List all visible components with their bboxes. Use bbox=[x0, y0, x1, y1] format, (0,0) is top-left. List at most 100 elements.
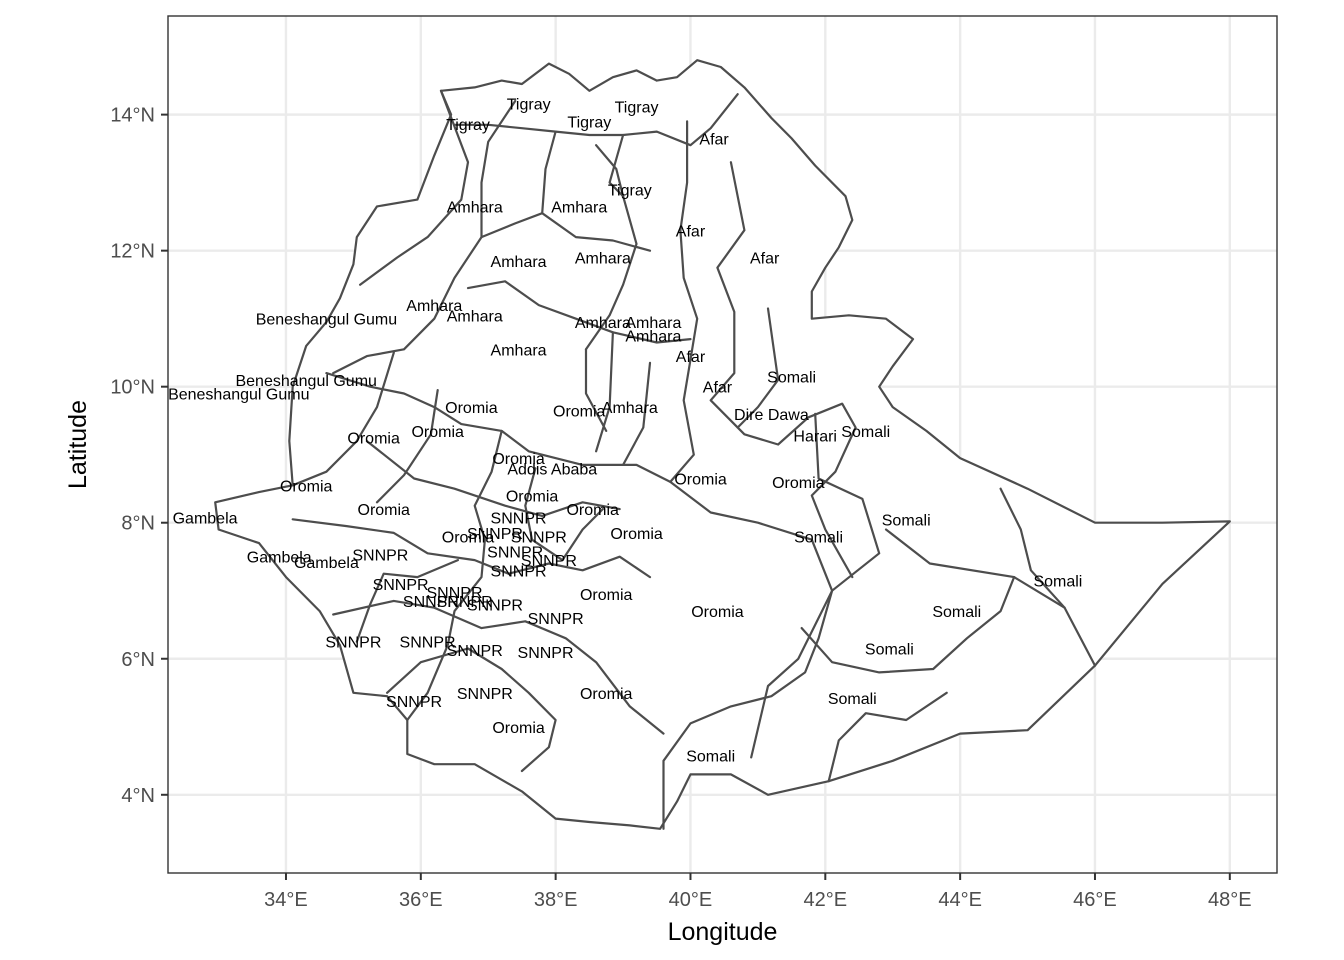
region-label: Somali bbox=[882, 512, 931, 529]
region-boundary bbox=[365, 440, 621, 517]
region-boundary bbox=[584, 144, 638, 351]
region-label: Amhara bbox=[447, 199, 503, 216]
region-boundary bbox=[386, 647, 557, 773]
region-label: Amhara bbox=[447, 308, 503, 325]
region-label: Oromia bbox=[358, 502, 411, 519]
region-boundary bbox=[800, 576, 1016, 674]
region-label: Oromia bbox=[442, 529, 495, 546]
region-label: Gambela bbox=[294, 555, 359, 572]
region-label: Beneshangul Gumu bbox=[235, 373, 376, 390]
region-label: Gambela bbox=[247, 550, 312, 567]
y-axis-title: Latitude bbox=[64, 400, 92, 489]
panel-border bbox=[167, 15, 1278, 874]
region-label: Oromia bbox=[553, 403, 606, 420]
region-boundary bbox=[595, 331, 614, 453]
region-label: Oromia bbox=[580, 587, 633, 604]
region-label: Amhara bbox=[551, 199, 607, 216]
region-label: SNNPR bbox=[521, 553, 577, 570]
y-tick-label: 12°N bbox=[110, 241, 155, 263]
region-label: SNNPR bbox=[427, 585, 483, 602]
region-label: SNNPR bbox=[511, 529, 567, 546]
region-boundary bbox=[608, 133, 625, 198]
region-label: Oromia bbox=[691, 604, 744, 621]
region-boundary bbox=[584, 348, 608, 432]
region-label: SNNPR bbox=[352, 548, 408, 565]
country-outline bbox=[214, 59, 1231, 830]
region-boundary bbox=[325, 372, 672, 483]
x-tick-label: 44°E bbox=[938, 889, 982, 911]
region-label: SNNPR bbox=[386, 694, 442, 711]
region-label: Amhara bbox=[625, 315, 681, 332]
region-label: Tigray bbox=[446, 117, 490, 134]
region-label: Afar bbox=[676, 349, 706, 366]
y-tick-label: 4°N bbox=[121, 785, 155, 807]
region-boundary bbox=[453, 93, 739, 147]
region-label: SNNPR bbox=[528, 611, 584, 628]
x-tick-label: 40°E bbox=[669, 889, 713, 911]
region-label: Oromia bbox=[580, 686, 633, 703]
region-label: Gambela bbox=[173, 510, 238, 527]
region-label: Amhara bbox=[602, 400, 658, 417]
x-tick-label: 48°E bbox=[1208, 889, 1252, 911]
region-boundary bbox=[524, 467, 604, 562]
y-tick-label: 6°N bbox=[121, 649, 155, 671]
region-boundary bbox=[827, 691, 948, 783]
y-tick-label: 10°N bbox=[110, 377, 155, 399]
region-label: Somali bbox=[828, 691, 877, 708]
region-label: Oromia bbox=[506, 489, 559, 506]
region-label: Oromia bbox=[280, 478, 333, 495]
region-label: Beneshangul Gumu bbox=[256, 312, 397, 329]
region-label: Harari bbox=[793, 429, 837, 446]
region-boundary bbox=[466, 280, 692, 344]
region-label: Addis Ababa bbox=[507, 461, 597, 478]
region-label: Oromia bbox=[347, 431, 400, 448]
region-boundary bbox=[332, 99, 517, 375]
region-label: Amhara bbox=[575, 250, 631, 267]
y-tick-label: 8°N bbox=[121, 513, 155, 535]
region-label: Tigray bbox=[608, 182, 652, 199]
region-boundary bbox=[291, 351, 395, 487]
region-label: Dire Dawa bbox=[734, 407, 809, 424]
region-label: Somali bbox=[1033, 574, 1082, 591]
region-boundary bbox=[355, 559, 459, 643]
region-label: Oromia bbox=[566, 502, 619, 519]
region-label: Afar bbox=[750, 250, 780, 267]
region-label: SNNPR bbox=[491, 510, 547, 527]
region-label: Somali bbox=[932, 604, 981, 621]
region-boundary bbox=[750, 412, 881, 759]
region-label: SNNPR bbox=[325, 635, 381, 652]
region-label: SNNPR bbox=[457, 686, 513, 703]
region-label: Oromia bbox=[772, 475, 825, 492]
x-tick-label: 38°E bbox=[534, 889, 578, 911]
region-label: Tigray bbox=[507, 97, 551, 114]
y-tick-label: 14°N bbox=[110, 105, 155, 127]
region-label: Somali bbox=[865, 642, 914, 659]
region-label: Oromia bbox=[492, 720, 545, 737]
region-label: SNNPR bbox=[467, 597, 523, 614]
x-tick-label: 46°E bbox=[1073, 889, 1117, 911]
region-boundary bbox=[541, 130, 557, 215]
region-label: SNNPR bbox=[518, 645, 574, 662]
region-label: Tigray bbox=[567, 114, 611, 131]
region-boundary bbox=[622, 361, 652, 466]
region-label: SNNPR bbox=[487, 544, 543, 561]
region-shapes bbox=[214, 59, 1231, 830]
region-boundary bbox=[662, 120, 834, 830]
region-label: SNNPR bbox=[447, 643, 503, 660]
region-label: Somali bbox=[794, 529, 843, 546]
region-boundary bbox=[709, 161, 857, 579]
region-label: Afar bbox=[676, 223, 706, 240]
region-label: Oromia bbox=[610, 526, 663, 543]
region-label: Beneshangul Gumu bbox=[168, 386, 309, 403]
region-label: Amhara bbox=[625, 329, 681, 346]
x-tick-label: 36°E bbox=[399, 889, 443, 911]
region-boundary bbox=[999, 487, 1066, 609]
region-label: SNNPR bbox=[400, 635, 456, 652]
region-label: Afar bbox=[699, 131, 729, 148]
region-label: SNNPR bbox=[491, 563, 547, 580]
region-boundary bbox=[332, 599, 665, 735]
region-label: Somali bbox=[841, 424, 890, 441]
region-boundary bbox=[406, 429, 503, 722]
region-boundary bbox=[291, 518, 652, 579]
